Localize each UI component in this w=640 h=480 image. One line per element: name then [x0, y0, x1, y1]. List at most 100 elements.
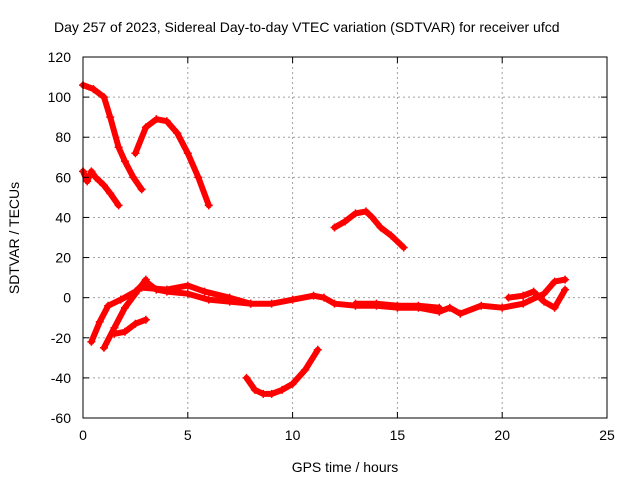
data-point: [246, 299, 255, 308]
series-line: [138, 282, 254, 307]
data-point: [194, 173, 203, 182]
data-point: [351, 299, 360, 308]
data-point: [267, 389, 276, 398]
data-point: [95, 177, 104, 186]
data-point: [372, 299, 381, 308]
series-line: [111, 316, 149, 337]
data-point: [106, 113, 115, 122]
data-point: [99, 181, 108, 190]
data-point: [288, 379, 297, 388]
data-point: [341, 217, 349, 226]
data-point: [106, 189, 115, 198]
data-point: [540, 297, 549, 306]
data-point: [519, 291, 528, 300]
y-tick-label: -40: [51, 370, 71, 386]
data-point: [129, 173, 138, 182]
series-track-near-zero-f: [504, 285, 570, 312]
x-tick-label: 15: [390, 427, 406, 443]
series-track-mid-a: [79, 167, 123, 210]
data-point: [361, 207, 370, 216]
data-point: [477, 301, 486, 310]
data-point: [183, 289, 192, 298]
data-point: [351, 209, 360, 218]
data-point: [87, 337, 96, 346]
data-point: [99, 343, 108, 352]
data-series-group: [79, 81, 570, 398]
series-track-low: [242, 345, 322, 398]
data-point: [183, 281, 192, 290]
data-point: [114, 201, 123, 210]
data-point: [309, 291, 318, 300]
data-point: [529, 287, 538, 296]
data-point: [141, 275, 150, 284]
x-tick-label: 20: [494, 427, 510, 443]
data-point: [183, 149, 192, 158]
series-track-near-zero-d: [137, 281, 255, 308]
data-point: [120, 157, 129, 166]
series-track-high-b: [131, 115, 213, 210]
data-point: [91, 173, 100, 182]
data-point: [288, 295, 297, 304]
data-point: [87, 167, 96, 176]
plot-frame: [82, 56, 608, 419]
y-tick-label: 20: [55, 250, 71, 266]
data-point: [131, 289, 140, 298]
data-point: [173, 129, 182, 138]
data-point: [131, 319, 140, 328]
data-point: [104, 301, 113, 310]
series-line: [80, 82, 145, 193]
grid: [83, 57, 607, 418]
data-point: [376, 223, 385, 232]
data-point: [204, 295, 213, 304]
data-point: [99, 93, 108, 102]
data-point: [519, 299, 528, 308]
x-tick-label: 10: [285, 427, 301, 443]
data-point: [561, 275, 570, 284]
data-point: [141, 315, 150, 324]
series-line: [80, 168, 122, 209]
data-point: [162, 117, 171, 126]
data-point: [561, 285, 570, 294]
data-point: [204, 201, 213, 210]
y-tick-label: 40: [55, 209, 71, 225]
data-point: [393, 301, 402, 310]
data-point: [387, 231, 396, 240]
data-point: [368, 213, 377, 222]
data-point: [114, 143, 123, 152]
y-tick-label: 60: [55, 169, 71, 185]
data-point: [540, 289, 549, 298]
data-point: [152, 115, 161, 124]
data-point: [162, 285, 171, 294]
data-point: [250, 385, 259, 394]
data-point: [120, 327, 129, 336]
data-point: [242, 373, 251, 382]
data-point: [200, 287, 209, 296]
x-tick-label: 5: [184, 427, 192, 443]
data-point: [137, 283, 146, 292]
data-point: [278, 385, 287, 394]
data-point: [330, 223, 339, 232]
data-point: [83, 177, 92, 186]
y-tick-label: -60: [51, 410, 71, 426]
data-point: [550, 277, 559, 286]
data-point: [131, 149, 140, 158]
data-point: [414, 301, 423, 310]
data-point: [95, 317, 104, 326]
data-point: [116, 295, 125, 304]
data-point: [110, 329, 119, 338]
data-point: [137, 185, 146, 194]
data-point: [456, 309, 465, 318]
data-point: [435, 303, 444, 312]
y-axis-label: SDTVAR / TECUs: [6, 182, 22, 294]
y-tick-label: 100: [48, 89, 72, 105]
x-tick-label: 25: [599, 427, 615, 443]
data-point: [399, 243, 408, 252]
chart-title: Day 257 of 2023, Sidereal Day-to-day VTE…: [54, 19, 560, 35]
data-point: [120, 303, 129, 312]
series-track-near-zero-c: [110, 315, 150, 338]
data-point: [301, 365, 310, 374]
x-tick-label: 0: [79, 427, 87, 443]
data-point: [550, 303, 559, 312]
data-point: [89, 85, 98, 94]
